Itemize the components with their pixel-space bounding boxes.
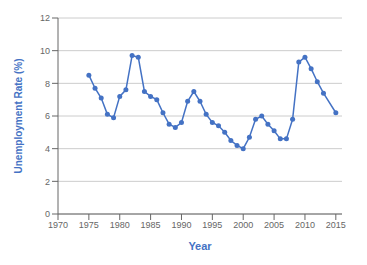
svg-text:4: 4: [45, 144, 50, 154]
svg-text:6: 6: [45, 111, 50, 121]
svg-text:1975: 1975: [79, 220, 99, 230]
svg-text:2: 2: [45, 177, 50, 187]
svg-text:1985: 1985: [141, 220, 161, 230]
svg-text:0: 0: [45, 209, 50, 219]
svg-text:1970: 1970: [48, 220, 68, 230]
svg-text:2005: 2005: [264, 220, 284, 230]
svg-text:1980: 1980: [110, 220, 130, 230]
svg-text:Year: Year: [188, 240, 212, 252]
svg-text:10: 10: [40, 46, 50, 56]
svg-text:12: 12: [40, 13, 50, 23]
svg-text:8: 8: [45, 79, 50, 89]
svg-text:2000: 2000: [233, 220, 253, 230]
svg-text:Unemployment Rate (%): Unemployment Rate (%): [13, 58, 24, 173]
svg-text:2015: 2015: [326, 220, 346, 230]
svg-text:2010: 2010: [295, 220, 315, 230]
svg-text:1990: 1990: [171, 220, 191, 230]
svg-text:1995: 1995: [202, 220, 222, 230]
